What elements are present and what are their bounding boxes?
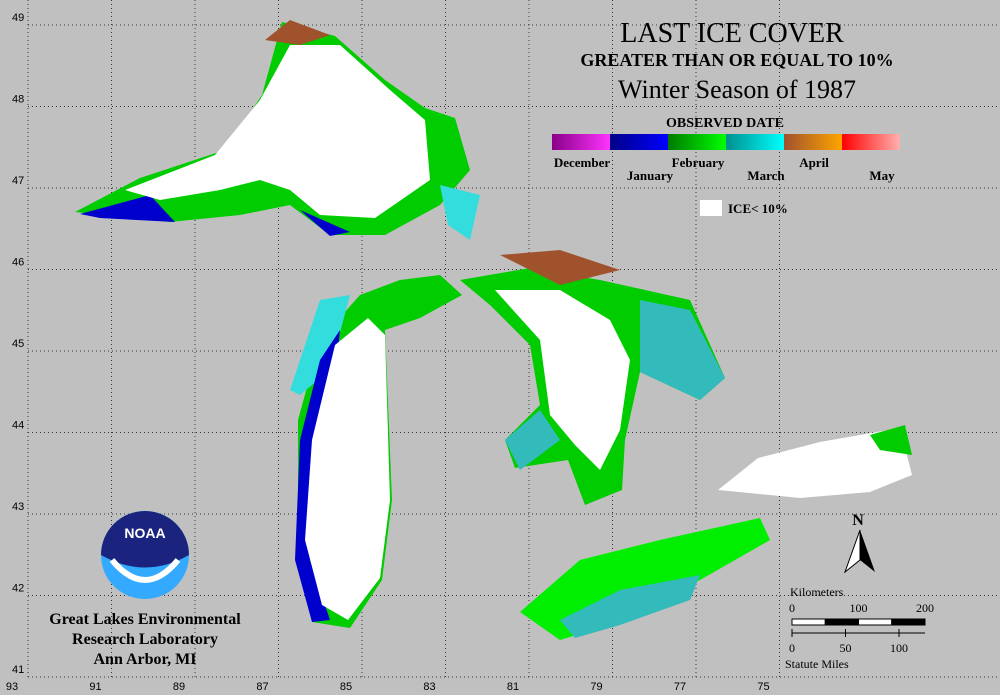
legend-swatch bbox=[668, 134, 726, 150]
longitude-label: 91 bbox=[89, 681, 101, 693]
km-tick: 100 bbox=[850, 601, 868, 615]
mi-tick: 100 bbox=[890, 641, 908, 655]
lake-superior bbox=[75, 20, 480, 240]
scale-segment bbox=[791, 618, 826, 626]
scale-segment bbox=[858, 618, 893, 626]
legend-swatch bbox=[784, 134, 842, 150]
north-label: N bbox=[852, 512, 864, 529]
scale-segment bbox=[891, 618, 926, 626]
latitude-label: 42 bbox=[12, 583, 24, 595]
ice-label: ICE< 10% bbox=[728, 201, 788, 216]
latitude-label: 44 bbox=[12, 420, 24, 432]
latitude-label: 45 bbox=[12, 338, 24, 350]
legend-swatch bbox=[842, 134, 900, 150]
latitude-label: 41 bbox=[12, 664, 24, 676]
north-arrow bbox=[860, 530, 875, 572]
legend-label: May bbox=[869, 168, 895, 183]
scale-bar: Kilometers 0 100 200 0 50 100 Statute Miles bbox=[785, 585, 934, 671]
longitude-label: 75 bbox=[757, 681, 769, 693]
org-line: Research Laboratory bbox=[72, 631, 218, 648]
legend-label: February bbox=[672, 155, 725, 170]
lake-huron bbox=[460, 250, 725, 505]
longitude-label: 85 bbox=[340, 681, 352, 693]
lake-michigan bbox=[290, 275, 462, 628]
legend-swatch bbox=[610, 134, 668, 150]
season: Winter Season of 1987 bbox=[618, 75, 856, 104]
noaa-logo: NOAA bbox=[101, 511, 189, 599]
longitude-label: 93 bbox=[6, 681, 18, 693]
longitude-label: 83 bbox=[423, 681, 435, 693]
lake-erie bbox=[520, 518, 770, 640]
mi-tick: 50 bbox=[840, 641, 852, 655]
longitude-label: 87 bbox=[256, 681, 268, 693]
subtitle: GREATER THAN OR EQUAL TO 10% bbox=[580, 50, 893, 70]
longitude-label: 77 bbox=[674, 681, 686, 693]
title: LAST ICE COVER bbox=[620, 18, 844, 49]
latitude-label: 47 bbox=[12, 175, 24, 187]
lake-ontario bbox=[718, 425, 912, 498]
legend-label: April bbox=[799, 155, 829, 170]
longitude-label: 79 bbox=[590, 681, 602, 693]
latitude-label: 49 bbox=[12, 12, 24, 24]
longitude-label: 81 bbox=[507, 681, 519, 693]
org-line: Great Lakes Environmental bbox=[49, 611, 241, 628]
legend-swatch bbox=[726, 134, 784, 150]
legend-label: January bbox=[627, 168, 674, 183]
legend-swatch bbox=[552, 134, 610, 150]
km-tick: 200 bbox=[916, 601, 934, 615]
latitude-label: 43 bbox=[12, 501, 24, 513]
legend-label: March bbox=[747, 168, 785, 183]
latitude-label: 46 bbox=[12, 257, 24, 269]
longitude-label: 89 bbox=[173, 681, 185, 693]
logo-text: NOAA bbox=[124, 525, 165, 541]
mi-label: Statute Miles bbox=[785, 657, 849, 671]
km-tick: 0 bbox=[789, 601, 795, 615]
legend-title: OBSERVED DATE bbox=[666, 116, 784, 131]
scale-segment bbox=[824, 618, 859, 626]
mi-tick: 0 bbox=[789, 641, 795, 655]
legend-label: December bbox=[554, 155, 611, 170]
org-line: Ann Arbor, MI bbox=[94, 651, 197, 668]
ice-swatch bbox=[700, 200, 722, 216]
km-label: Kilometers bbox=[790, 585, 844, 599]
latitude-label: 48 bbox=[12, 94, 24, 106]
